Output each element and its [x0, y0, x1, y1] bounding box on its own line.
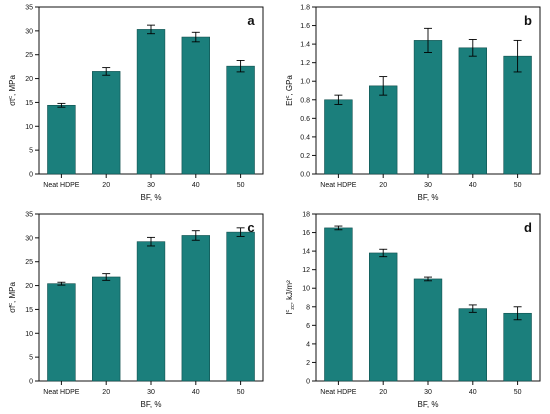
y-tick-label: 14 — [302, 249, 310, 256]
bar — [503, 55, 532, 175]
panel-label: b — [524, 13, 532, 28]
y-tick-label: 0 — [29, 379, 33, 386]
y-tick-label: 1.6 — [300, 23, 310, 30]
bar — [181, 235, 210, 382]
y-tick-label: 1.4 — [300, 42, 310, 49]
bar — [92, 71, 121, 175]
x-axis-label: BF, % — [141, 193, 162, 202]
x-axis-label: BF, % — [141, 400, 162, 409]
x-tick-label: 50 — [514, 182, 522, 189]
x-tick-label: Neat HDPE — [43, 389, 80, 396]
chart-panel-c: 0 5 10 15 20 25 30 35 Neat HDPE 20 30 40 50 BF, % σfc,… — [8, 212, 264, 409]
y-tick-label: 1.8 — [300, 5, 310, 12]
panel-label: a — [247, 13, 255, 28]
y-tick-label: 15 — [25, 307, 33, 314]
x-tick-label: 50 — [237, 182, 245, 189]
panel-label: c — [247, 220, 254, 235]
x-axis-label: BF, % — [418, 193, 439, 202]
bar — [136, 241, 166, 382]
x-tick-label: 20 — [102, 389, 110, 396]
chart-panel-b: 0.0 0.2 0.4 0.6 0.8 1.0 1.2 1.4 1.6 1.8 Neat HDPE 2… — [285, 5, 541, 202]
x-tick-label: 40 — [192, 182, 200, 189]
x-tick-label: 20 — [379, 389, 387, 396]
y-tick-label: 0.6 — [300, 116, 310, 123]
x-tick-label: Neat HDPE — [43, 182, 80, 189]
bar — [136, 29, 166, 175]
x-tick-label: Neat HDPE — [320, 182, 357, 189]
y-tick-label: 0 — [306, 379, 310, 386]
y-tick-label: 5 — [29, 148, 33, 155]
bar — [226, 65, 255, 175]
x-tick-label: Neat HDPE — [320, 389, 357, 396]
y-tick-label: 0.4 — [300, 134, 310, 141]
y-tick-label: 8 — [306, 304, 310, 311]
x-tick-label: 30 — [424, 182, 432, 189]
y-axis-label: σfc, MPa — [8, 282, 17, 313]
y-tick-label: 15 — [25, 100, 33, 107]
y-tick-label: 6 — [306, 323, 310, 330]
x-tick-label: 20 — [379, 182, 387, 189]
x-tick-label: 30 — [424, 389, 432, 396]
y-tick-label: 12 — [302, 267, 310, 274]
bar — [413, 40, 443, 175]
panel-label: d — [524, 220, 532, 235]
bar — [92, 276, 121, 382]
y-tick-label: 1.0 — [300, 79, 310, 86]
bar — [47, 104, 76, 175]
y-tick-label: 25 — [25, 259, 33, 266]
x-tick-label: 40 — [469, 182, 477, 189]
y-tick-label: 35 — [25, 212, 33, 219]
y-tick-label: 16 — [302, 230, 310, 237]
bar — [503, 312, 532, 382]
y-tick-label: 30 — [25, 235, 33, 242]
bar — [369, 252, 398, 382]
x-tick-label: 40 — [192, 389, 200, 396]
chart-panel-d: 0 2 4 6 8 10 12 14 16 18 Neat HDPE 20 30 40 50 BF, % Icz… — [285, 212, 541, 409]
bar — [324, 99, 353, 175]
y-tick-label: 5 — [29, 355, 33, 362]
y-tick-label: 0.2 — [300, 153, 310, 160]
x-axis-label: BF, % — [418, 400, 439, 409]
bar — [181, 36, 210, 175]
bar — [47, 283, 76, 382]
y-tick-label: 10 — [25, 331, 33, 338]
y-tick-label: 10 — [302, 286, 310, 293]
y-tick-label: 20 — [25, 76, 33, 83]
y-tick-label: 0.8 — [300, 97, 310, 104]
x-tick-label: 30 — [147, 182, 155, 189]
bar — [324, 227, 353, 382]
y-tick-label: 35 — [25, 5, 33, 12]
bar — [458, 47, 487, 175]
y-tick-label: 30 — [25, 28, 33, 35]
y-tick-label: 18 — [302, 212, 310, 219]
y-tick-label: 0 — [29, 172, 33, 179]
x-tick-label: 50 — [514, 389, 522, 396]
y-tick-label: 1.2 — [300, 60, 310, 67]
x-tick-label: 50 — [237, 389, 245, 396]
bar — [369, 85, 398, 175]
chart-panel-a: 0 5 10 15 20 25 30 35 Neat HDPE 20 30 40 50 BF, % σtc,… — [8, 5, 264, 202]
bar — [226, 231, 255, 382]
y-axis-label: Etc, GPa — [285, 75, 294, 106]
y-axis-label: σtc, MPa — [8, 75, 17, 106]
y-tick-label: 20 — [25, 283, 33, 290]
y-tick-label: 4 — [306, 341, 310, 348]
x-tick-label: 30 — [147, 389, 155, 396]
bar — [413, 278, 443, 382]
y-tick-label: 25 — [25, 52, 33, 59]
y-tick-label: 10 — [25, 124, 33, 131]
x-tick-label: 40 — [469, 389, 477, 396]
y-tick-label: 2 — [306, 360, 310, 367]
y-axis-label: Iczc, kJ/m² — [285, 280, 296, 315]
y-tick-label: 0.0 — [300, 172, 310, 179]
x-tick-label: 20 — [102, 182, 110, 189]
bar — [458, 308, 487, 382]
